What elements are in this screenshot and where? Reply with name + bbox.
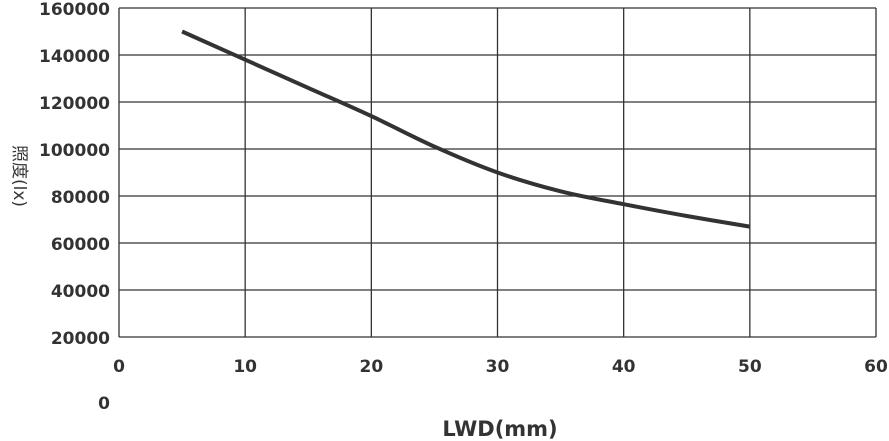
x-tick-label: 10 xyxy=(233,357,257,377)
x-tick-label: 60 xyxy=(864,357,888,377)
y-tick-label: 140000 xyxy=(39,47,110,67)
x-tick-label: 0 xyxy=(113,357,125,377)
y-tick-label: 80000 xyxy=(51,188,110,208)
grid xyxy=(118,7,877,338)
x-tick-label: 20 xyxy=(359,357,383,377)
y-tick-label: 20000 xyxy=(51,329,110,349)
series-line xyxy=(181,29,751,229)
x-axis-label: LWD(mm) xyxy=(442,417,557,441)
series xyxy=(181,29,751,229)
y-tick-label: 40000 xyxy=(51,282,110,302)
y-tick-label: 100000 xyxy=(39,141,110,161)
y-zero-label: 0 xyxy=(98,394,110,414)
x-tick-label: 40 xyxy=(612,357,636,377)
x-tick-labels: 0 10 20 30 40 50 60 xyxy=(113,357,888,377)
y-axis-label: 照度(lx) xyxy=(9,145,29,207)
x-tick-label: 30 xyxy=(486,357,510,377)
y-tick-label: 60000 xyxy=(51,235,110,255)
y-tick-labels: 160000 140000 120000 100000 80000 60000 40000 2… xyxy=(39,0,110,349)
y-tick-label: 160000 xyxy=(39,0,110,20)
y-tick-label: 120000 xyxy=(39,94,110,114)
x-tick-label: 50 xyxy=(738,357,762,377)
